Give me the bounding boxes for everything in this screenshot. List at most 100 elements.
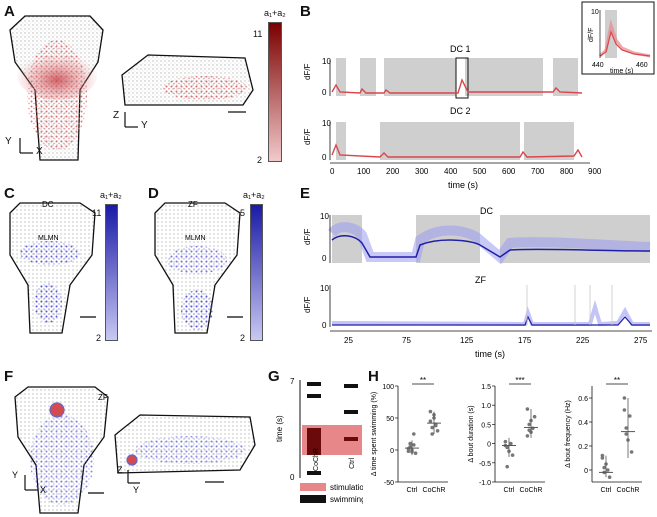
- panel-b-xticks: 0 100 200 300 400 500 600 700 800 900: [330, 167, 602, 176]
- h2-ylabel: Δ bout frequency (Hz): [565, 400, 572, 468]
- dc1-ylabel: dF/F: [303, 63, 312, 80]
- h0-ytick-label: 0: [390, 448, 394, 455]
- legend-swim-swatch: [300, 495, 326, 503]
- h0-point: [428, 409, 433, 414]
- panel-f-brain: ZF Y X Z Y: [12, 386, 256, 514]
- h2-ytick-label: 0.4: [578, 420, 588, 427]
- axis-x-label: X: [36, 146, 43, 157]
- colorbar-c-max: 11: [92, 208, 102, 218]
- panel-f-axis-z: Z: [117, 465, 123, 475]
- h2-point: [628, 414, 632, 418]
- panel-e-dc-ytick-0: 0: [322, 254, 327, 263]
- panel-e-traces: DC dF/F 10 0 ZF dF/F 10 0 25 75 125 175 …: [303, 206, 652, 359]
- panel-label-b: B: [300, 3, 311, 20]
- panel-g-cat-1: Ctrl: [349, 458, 356, 469]
- dc2-title: DC 2: [450, 106, 471, 116]
- svg-text:800: 800: [560, 167, 574, 176]
- h1-ytick-label: 0.5: [481, 422, 491, 429]
- h2-ytick-label: 0.2: [578, 444, 588, 451]
- h1-point: [532, 414, 537, 419]
- h0-ylabel: Δ time spent swimming (%): [371, 392, 378, 476]
- panel-label-a: A: [4, 3, 15, 20]
- panel-f-axis-y: Y: [12, 470, 18, 480]
- swim-bouts: [307, 382, 358, 475]
- panel-label-c: C: [4, 185, 15, 202]
- h2-xcat: CoChR: [617, 487, 640, 494]
- dc1-ytick-0: 0: [322, 88, 327, 97]
- h1-ytick-label: 1.5: [481, 384, 491, 391]
- h1-point: [510, 453, 515, 457]
- h1-ytick-label: -0.5: [479, 461, 491, 468]
- svg-text:900: 900: [588, 167, 602, 176]
- panel-label-d: D: [148, 185, 159, 202]
- colorbar-a-title: a₁+a₂: [264, 8, 286, 18]
- panel-c-title: DC: [42, 200, 54, 209]
- panel-label-g: G: [268, 368, 280, 385]
- h1-point: [509, 441, 513, 446]
- panel-e-dc-ylabel: dF/F: [303, 228, 312, 245]
- legend-stim-swatch: [300, 483, 326, 491]
- panel-f-axis-x: X: [40, 485, 46, 495]
- h1-xcat: CoChR: [520, 487, 543, 494]
- h2-point: [622, 408, 627, 412]
- h2-sig-label: **: [614, 376, 620, 385]
- h2-point: [607, 475, 612, 479]
- panel-d-brain: ZF MLMN: [154, 200, 243, 334]
- svg-text:200: 200: [386, 167, 400, 176]
- panel-b-xlabel: time (s): [448, 180, 478, 190]
- colorbar-d-min: 2: [240, 333, 246, 343]
- h0-point: [430, 432, 434, 436]
- inset-xtick-0: 440: [592, 62, 604, 69]
- svg-text:25: 25: [344, 336, 353, 345]
- h1-ytick-label: 0: [487, 442, 491, 449]
- panel-f-title: ZF: [98, 393, 108, 402]
- h0-xcat: Ctrl: [407, 487, 418, 494]
- h2-ytick-label: 0.6: [578, 396, 588, 403]
- inset-ylabel: dF/F: [588, 28, 595, 42]
- colorbar-a-max: 11: [253, 29, 263, 39]
- h2-point: [600, 453, 605, 458]
- panel-g-ylabel: time (s): [275, 415, 284, 442]
- h0-point: [408, 441, 412, 446]
- panel-e-zf-title: ZF: [475, 275, 486, 285]
- h2-ytick-label: 0: [584, 468, 588, 475]
- h0-point: [428, 419, 433, 423]
- panel-e-zf-ytick-0: 0: [322, 321, 327, 330]
- h0-sig-label: **: [420, 376, 426, 385]
- h0-ytick-label: 50: [386, 416, 394, 423]
- h1-point: [525, 434, 530, 438]
- axis-y2-label: Y: [141, 120, 148, 131]
- h1-point: [503, 439, 508, 444]
- h1-point: [527, 428, 531, 432]
- svg-text:125: 125: [460, 336, 474, 345]
- panel-f-axis-y2: Y: [133, 485, 139, 495]
- colorbar-d-max: 5: [240, 208, 246, 218]
- svg-text:0: 0: [330, 167, 335, 176]
- h2-xcat: Ctrl: [601, 487, 612, 494]
- h0-point: [435, 429, 440, 433]
- h2-point: [606, 468, 610, 472]
- dc1-ytick-10: 10: [322, 57, 331, 66]
- h1-ytick-label: -1.0: [479, 480, 491, 487]
- panel-label-f: F: [4, 368, 14, 385]
- panel-e-xticks: 25 75 125 175 225 275: [344, 336, 648, 345]
- dc1-title: DC 1: [450, 44, 471, 54]
- dc2-ylabel: dF/F: [303, 128, 312, 145]
- h0-xcat: CoChR: [423, 487, 446, 494]
- h2-point: [602, 465, 606, 470]
- h1-ytick-label: 1.0: [481, 403, 491, 410]
- panel-c-brain: DC MLMN: [9, 200, 96, 334]
- svg-text:275: 275: [634, 336, 648, 345]
- dc2-ytick-0: 0: [322, 153, 327, 162]
- panel-b-traces: DC 1 dF/F 10 0 DC 2 dF/F 10 0 0 100 200 …: [303, 1, 655, 190]
- colorbar-d-title: a₁+a₂: [243, 190, 265, 200]
- panel-e-xlabel: time (s): [475, 349, 505, 359]
- panel-g-cat-0: CoChR: [313, 448, 320, 471]
- panel-label-h: H: [368, 368, 379, 385]
- panel-h-scatter: 100 50 0 -50 Δ time spent swimming (%) Ctrl Co…: [371, 376, 642, 494]
- colorbar-a-min: 2: [257, 155, 263, 165]
- h1-point: [527, 422, 531, 427]
- svg-text:700: 700: [531, 167, 545, 176]
- panel-g-raster: 7 0 time (s) CoChR Ctrl stimulation swim…: [275, 377, 363, 504]
- inset-xlabel: time (s): [610, 68, 633, 75]
